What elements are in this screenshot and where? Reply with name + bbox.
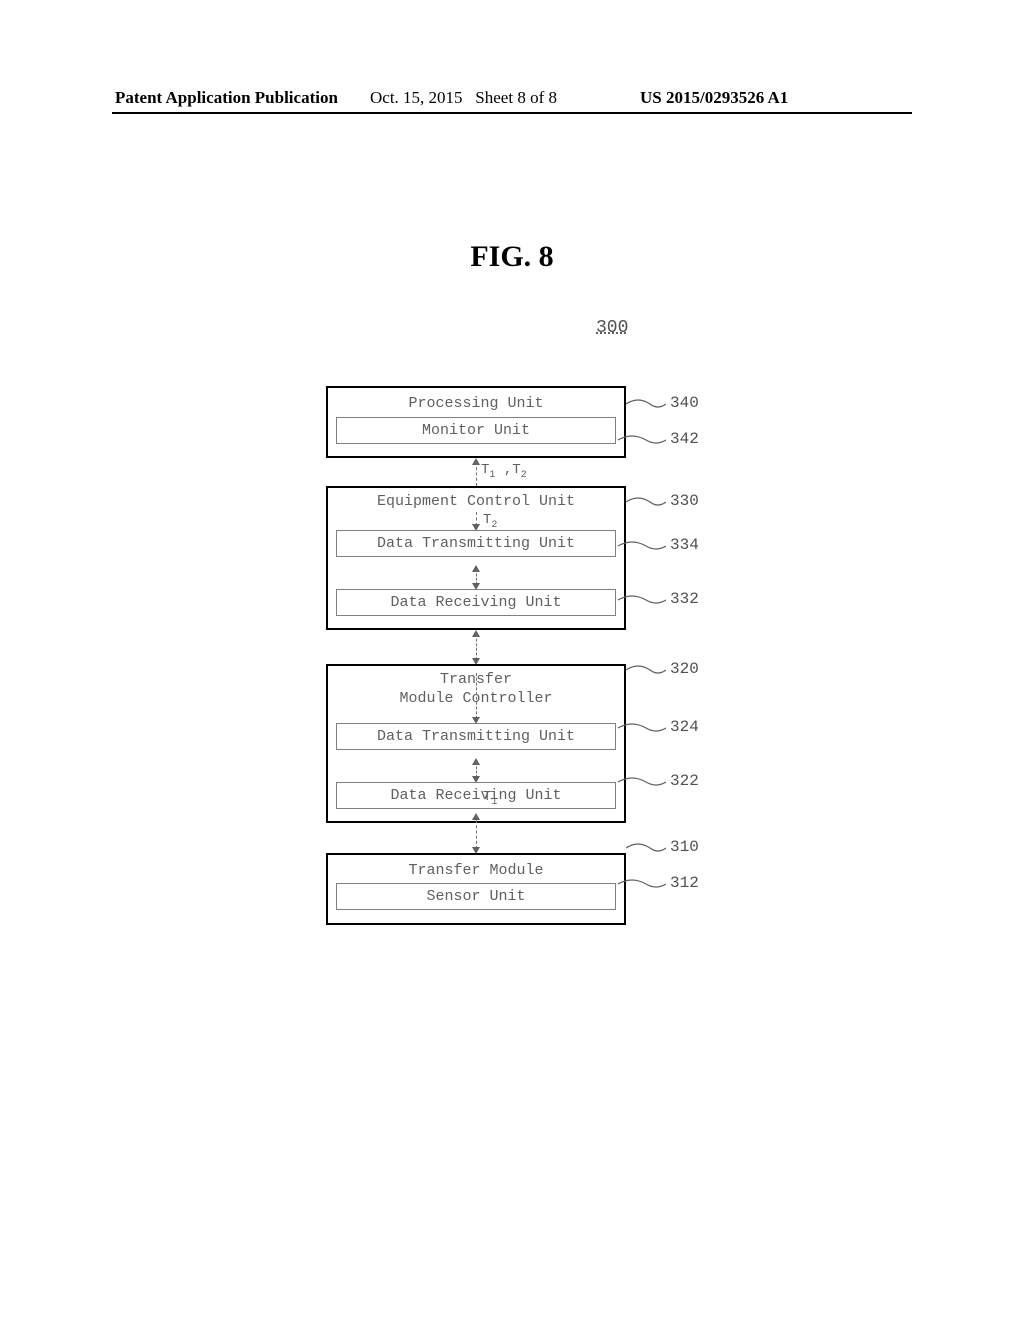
lead-340 [626, 398, 666, 410]
sensor-unit-block: Sensor Unit [336, 883, 616, 910]
gap-3 [326, 823, 626, 853]
monitor-unit-block: Monitor Unit [336, 417, 616, 444]
lead-312 [618, 878, 666, 890]
lead-322 [618, 776, 666, 788]
lead-320 [626, 664, 666, 676]
tmc-rx-block: Data Receiving Unit [336, 782, 616, 809]
ecu-block: Equipment Control Unit T2 Data Transmitt… [326, 486, 626, 630]
lead-324 [618, 722, 666, 734]
annot-t1: T1 [483, 789, 497, 808]
tmc-block: Transfer Module Controller Data Transmit… [326, 664, 626, 823]
ref-342: 342 [670, 430, 699, 448]
figure-title: FIG. 8 [0, 240, 1024, 274]
ref-324: 324 [670, 718, 699, 736]
annot-t2: T2 [483, 512, 497, 531]
gap-2 [326, 630, 626, 664]
lead-334 [618, 540, 666, 552]
ref-334: 334 [670, 536, 699, 554]
header-date: Oct. 15, 2015 [370, 88, 463, 107]
lead-310 [626, 842, 666, 854]
ref-322: 322 [670, 772, 699, 790]
lead-332 [618, 594, 666, 606]
header-sheet: Sheet 8 of 8 [475, 88, 557, 107]
header-rule [112, 112, 912, 114]
tm-title: Transfer Module [328, 855, 624, 881]
ref-312: 312 [670, 874, 699, 892]
ref-320: 320 [670, 660, 699, 678]
ref-310: 310 [670, 838, 699, 856]
ecu-rx-block: Data Receiving Unit [336, 589, 616, 616]
ecu-title: Equipment Control Unit [328, 488, 624, 512]
diagram: Processing Unit Monitor Unit T1 ,T2 Equi… [326, 386, 626, 925]
lead-330 [626, 496, 666, 508]
gap-1: T1 ,T2 [326, 458, 626, 486]
ref-340: 340 [670, 394, 699, 412]
annot-t1t2: T1 ,T2 [481, 462, 527, 481]
ref-330: 330 [670, 492, 699, 510]
figure-refnum: 300 [596, 318, 628, 338]
tmc-tx-block: Data Transmitting Unit [336, 723, 616, 750]
header-mid: Oct. 15, 2015 Sheet 8 of 8 [370, 88, 557, 108]
ecu-tx-block: Data Transmitting Unit [336, 530, 616, 557]
header-left: Patent Application Publication [115, 88, 338, 108]
tm-block: Transfer Module Sensor Unit [326, 853, 626, 925]
ref-332: 332 [670, 590, 699, 608]
processing-unit-title: Processing Unit [328, 388, 624, 414]
lead-342 [618, 434, 666, 446]
processing-unit-block: Processing Unit Monitor Unit [326, 386, 626, 458]
header-right: US 2015/0293526 A1 [640, 88, 788, 108]
